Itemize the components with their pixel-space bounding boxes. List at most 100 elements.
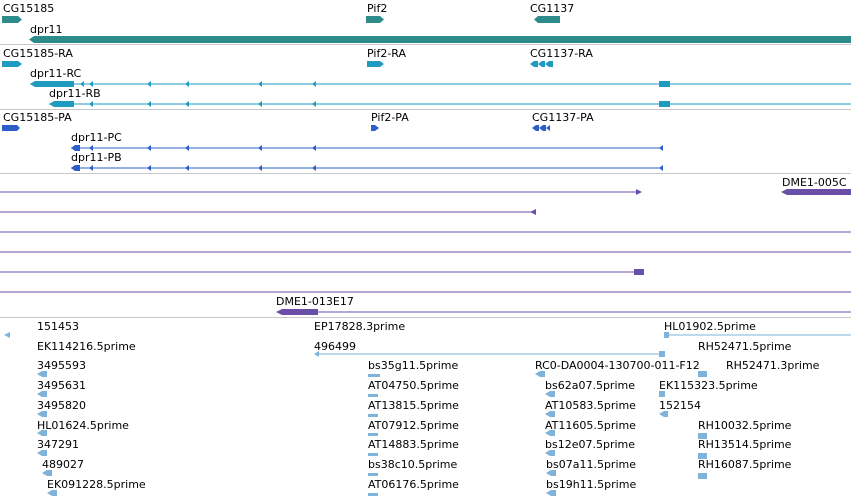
cds-Pif2-PA[interactable] <box>371 125 379 131</box>
transcript-Pif2-RA[interactable] <box>367 61 384 67</box>
est-label: RH10032.5prime <box>698 419 792 432</box>
est-alignment[interactable] <box>664 332 851 338</box>
cdna-DME1-005C[interactable] <box>781 189 851 195</box>
est-label: bs35g11.5prime <box>368 359 459 372</box>
est-alignment[interactable] <box>37 450 47 456</box>
gene-Pif2[interactable] <box>366 16 384 23</box>
cds-dpr11-PC[interactable] <box>71 145 663 151</box>
est-label: bs38c10.5prime <box>368 458 458 471</box>
transcript-dpr11-RC[interactable] <box>30 81 851 87</box>
est-label: EK115323.5prime <box>659 379 758 392</box>
est-label: 3495820 <box>37 399 86 412</box>
cds-label: dpr11-PB <box>71 151 122 164</box>
est-label: RH13514.5prime <box>698 438 792 451</box>
cds-CG15185-PA[interactable] <box>2 125 20 131</box>
gene-CG1137[interactable] <box>534 16 560 23</box>
est-label: bs19h11.5prime <box>546 478 637 491</box>
transcript-label: dpr11-RB <box>49 87 101 100</box>
est-label: 152154 <box>659 399 701 412</box>
cds-features <box>2 125 663 171</box>
est-label: AT06176.5prime <box>368 478 459 491</box>
est-features <box>4 332 851 496</box>
est-alignment[interactable] <box>545 430 555 436</box>
est-label: 489027 <box>42 458 84 471</box>
est-label: bs62a07.5prime <box>545 379 635 392</box>
est-alignment[interactable] <box>368 394 378 397</box>
est-label: 3495593 <box>37 359 86 372</box>
cds-label: CG15185-PA <box>3 111 72 124</box>
est-alignment[interactable] <box>698 433 707 439</box>
est-label: AT14883.5prime <box>368 438 459 451</box>
cds-label: Pif2-PA <box>371 111 409 124</box>
transcript-dpr11-RB[interactable] <box>49 101 851 107</box>
est-label: bs07a11.5prime <box>546 458 636 471</box>
est-label: AT07912.5prime <box>368 419 459 432</box>
transcript-label: CG1137-RA <box>530 47 593 60</box>
transcript-label: Pif2-RA <box>367 47 407 60</box>
est-alignment[interactable] <box>545 411 555 417</box>
cdna-alignment[interactable] <box>0 269 644 275</box>
est-alignment[interactable] <box>47 490 57 496</box>
gene-label: Pif2 <box>367 2 388 15</box>
cds-label: dpr11-PC <box>71 131 122 144</box>
gene-label: CG1137 <box>530 2 575 15</box>
est-label: RH52471.5prime <box>698 340 792 353</box>
track-separator <box>0 317 851 318</box>
est-alignment[interactable] <box>698 473 707 479</box>
est-label: HL01902.5prime <box>664 320 756 333</box>
est-alignment[interactable] <box>368 433 378 436</box>
est-alignment[interactable] <box>4 332 10 338</box>
est-label: 496499 <box>314 340 356 353</box>
est-alignment[interactable] <box>314 351 665 357</box>
est-alignment[interactable] <box>368 374 380 377</box>
est-label: RH52471.3prime <box>726 359 820 372</box>
est-label: RC0-DA0004-130700-011-F12 <box>535 359 700 372</box>
est-alignment[interactable] <box>37 371 47 377</box>
est-label: bs12e07.5prime <box>545 438 636 451</box>
gene-CG15185[interactable] <box>2 16 22 23</box>
cdna-alignment[interactable] <box>0 189 642 195</box>
gene-dpr11[interactable] <box>29 36 851 43</box>
cdna-DME1-013E17[interactable] <box>276 309 851 315</box>
est-label: EK091228.5prime <box>47 478 146 491</box>
transcript-features <box>2 61 851 107</box>
transcript-label: CG15185-RA <box>3 47 73 60</box>
est-label: 3495631 <box>37 379 86 392</box>
est-alignment[interactable] <box>546 470 556 476</box>
cdna-alignment[interactable] <box>0 209 536 215</box>
cds-label: CG1137-PA <box>532 111 594 124</box>
gene-label: CG15185 <box>3 2 55 15</box>
est-alignment[interactable] <box>368 453 378 456</box>
est-alignment[interactable] <box>535 371 545 377</box>
est-label: AT11605.5prime <box>545 419 636 432</box>
est-label: 347291 <box>37 438 79 451</box>
est-alignment[interactable] <box>659 391 665 397</box>
transcript-CG15185-RA[interactable] <box>2 61 22 67</box>
est-label: EK114216.5prime <box>37 340 136 353</box>
track-separator <box>0 44 851 45</box>
transcript-CG1137-RA[interactable] <box>530 61 553 67</box>
cds-CG1137-PA[interactable] <box>532 125 550 131</box>
est-alignment[interactable] <box>698 453 707 459</box>
est-alignment[interactable] <box>368 493 378 496</box>
est-alignment[interactable] <box>37 430 47 436</box>
cdna-label: DME1-013E17 <box>276 295 354 308</box>
est-alignment[interactable] <box>545 450 555 456</box>
track-separator <box>0 109 851 110</box>
est-alignment[interactable] <box>42 470 52 476</box>
est-label: HL01624.5prime <box>37 419 129 432</box>
est-alignment[interactable] <box>368 414 378 417</box>
est-alignment[interactable] <box>546 490 556 496</box>
est-label: EP17828.3prime <box>314 320 406 333</box>
est-alignment[interactable] <box>37 411 47 417</box>
est-alignment[interactable] <box>659 411 668 417</box>
cds-dpr11-PB[interactable] <box>71 165 663 171</box>
est-alignment[interactable] <box>698 371 707 377</box>
est-label: AT13815.5prime <box>368 399 459 412</box>
est-alignment[interactable] <box>368 473 378 476</box>
gene-label: dpr11 <box>30 23 63 36</box>
est-alignment[interactable] <box>545 391 555 397</box>
gene-features <box>2 16 851 43</box>
est-alignment[interactable] <box>37 391 47 397</box>
